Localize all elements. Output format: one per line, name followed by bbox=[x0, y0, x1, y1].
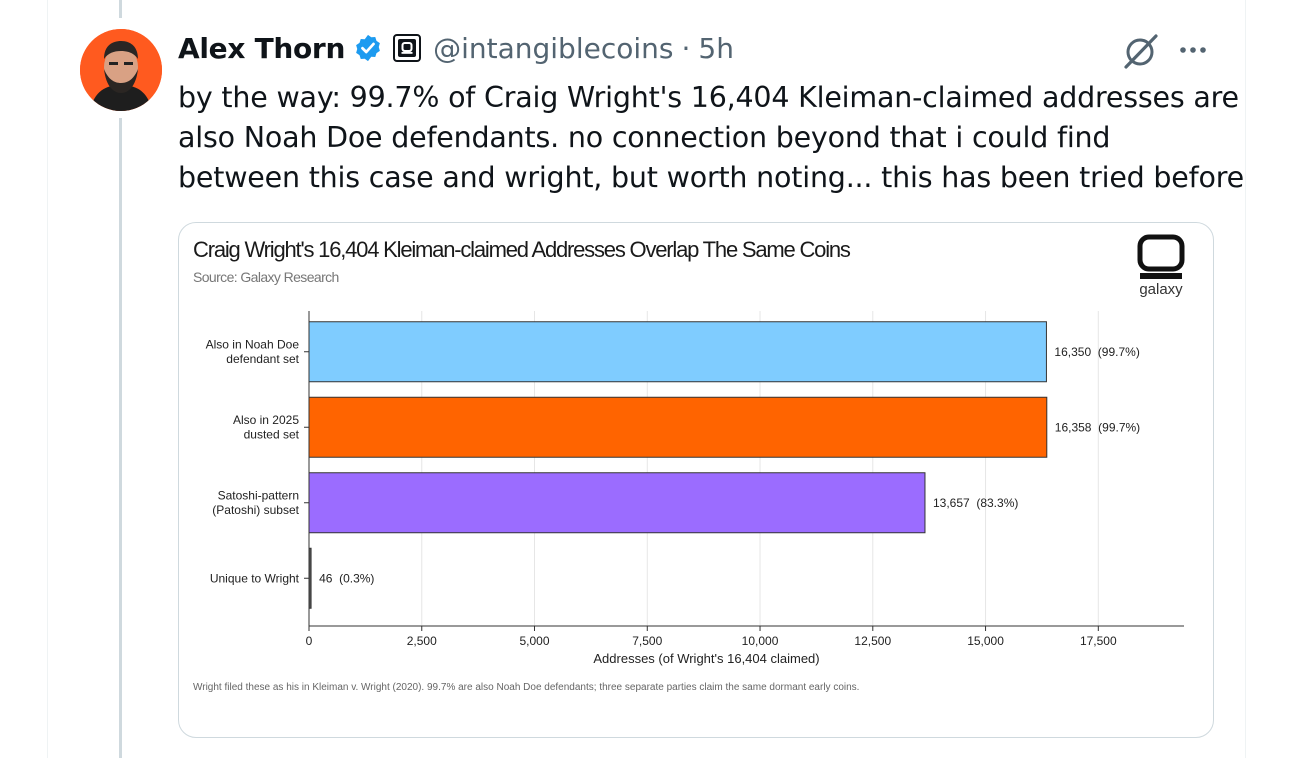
header-separator: · bbox=[681, 31, 691, 65]
x-tick-label: 10,000 bbox=[742, 634, 779, 648]
more-icon[interactable] bbox=[1176, 33, 1210, 67]
galaxy-brand-name: galaxy bbox=[1139, 281, 1183, 298]
bar bbox=[308, 396, 1048, 458]
x-tick-label: 0 bbox=[306, 634, 313, 648]
timeline-column-border-right bbox=[1245, 0, 1246, 758]
x-tick-label: 12,500 bbox=[854, 634, 891, 648]
tweet-timestamp[interactable]: 5h bbox=[698, 31, 734, 65]
tweet-header: Alex Thorn @intangiblecoins · 5h bbox=[178, 28, 734, 68]
category-label-line: Satoshi-pattern bbox=[218, 489, 299, 503]
grok-icon[interactable] bbox=[1121, 31, 1161, 71]
bar-value-label: 13,657 (83.3%) bbox=[933, 496, 1018, 510]
category-label: Also in 2025 dusted set bbox=[233, 413, 300, 442]
bar-value-label: 16,350 (99.7%) bbox=[1054, 345, 1139, 359]
bar-chart: 0 2,500 5,000 7,500 10,000 12,500 15,000 17,500… bbox=[206, 311, 1184, 666]
author-handle[interactable]: @intangiblecoins bbox=[433, 31, 674, 65]
category-label-line: (Patoshi) subset bbox=[212, 503, 299, 517]
thread-connector-line-top bbox=[119, 0, 122, 18]
avatar-portrait-image bbox=[80, 29, 162, 111]
tweet-text: by the way: 99.7% of Craig Wright's 16,4… bbox=[178, 78, 1244, 198]
verified-badge-icon[interactable] bbox=[353, 33, 383, 63]
chart-title: Craig Wright's 16,404 Kleiman-claimed Ad… bbox=[193, 237, 851, 262]
x-tick-label: 2,500 bbox=[407, 634, 437, 648]
x-axis-title: Addresses (of Wright's 16,404 claimed) bbox=[593, 651, 819, 666]
category-label: Also in Noah Doe defendant set bbox=[206, 338, 300, 367]
bar bbox=[308, 472, 926, 534]
category-label: Unique to Wright bbox=[210, 571, 300, 585]
tweet-text-line: also Noah Doe defendants. no connection … bbox=[178, 121, 1111, 154]
x-tick-label: 7,500 bbox=[632, 634, 662, 648]
category-label-line: Unique to Wright bbox=[210, 571, 300, 585]
x-tick-label: 17,500 bbox=[1080, 634, 1117, 648]
bar-value-label: 16,358 (99.7%) bbox=[1055, 420, 1140, 434]
bar-value-label: 46 (0.3%) bbox=[319, 571, 374, 585]
bar bbox=[308, 321, 1047, 383]
tweet-text-line: by the way: 99.7% of Craig Wright's 16,4… bbox=[178, 81, 1239, 114]
category-label: Satoshi-pattern (Patoshi) subset bbox=[212, 489, 299, 518]
author-name[interactable]: Alex Thorn bbox=[178, 31, 346, 65]
tweet-text-line: between this case and wright, but worth … bbox=[178, 161, 1244, 194]
category-label-line: defendant set bbox=[226, 352, 299, 366]
chart-source: Source: Galaxy Research bbox=[193, 269, 339, 285]
bar bbox=[308, 547, 312, 609]
category-label-line: Also in 2025 bbox=[233, 413, 299, 427]
avatar[interactable] bbox=[80, 29, 162, 111]
category-label-line: Also in Noah Doe bbox=[206, 338, 300, 352]
x-tick-label: 5,000 bbox=[519, 634, 549, 648]
galaxy-affiliate-icon[interactable] bbox=[393, 34, 422, 62]
tweet-media-image[interactable]: Craig Wright's 16,404 Kleiman-claimed Ad… bbox=[178, 222, 1214, 738]
thread-connector-line bbox=[119, 118, 122, 758]
category-label-line: dusted set bbox=[244, 428, 300, 442]
x-tick-label: 15,000 bbox=[967, 634, 1004, 648]
galaxy-logo-icon bbox=[1137, 234, 1185, 279]
timeline-column-border-left bbox=[47, 0, 48, 758]
chart-footnote: Wright filed these as his in Kleiman v. … bbox=[193, 682, 860, 693]
